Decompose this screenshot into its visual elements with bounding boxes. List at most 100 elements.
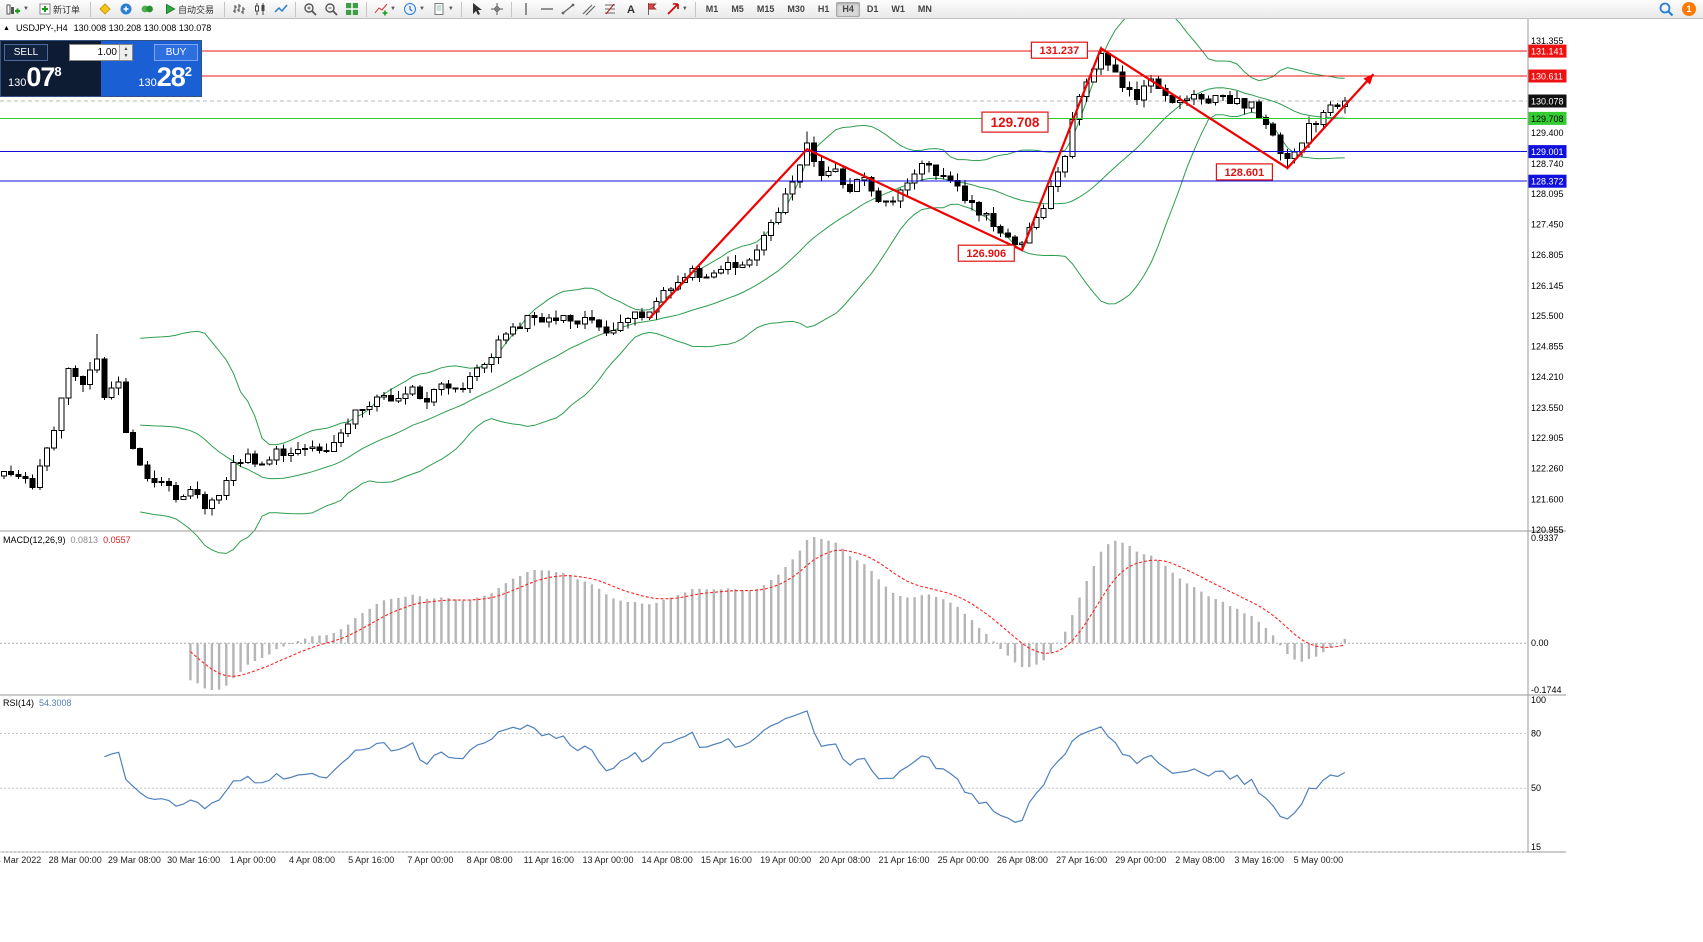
line-chart-button[interactable] — [271, 1, 291, 18]
price-chart-svg[interactable]: 131.237 129.708 128.601 126.906 131.355 129.4… — [0, 19, 1703, 868]
new-order-icon — [39, 3, 51, 15]
candlestick-chart-button[interactable] — [250, 1, 270, 18]
svg-text:121.600: 121.600 — [1531, 495, 1564, 505]
channel-tool[interactable] — [579, 1, 599, 18]
chevron-down-icon: ▼ — [389, 6, 396, 12]
text-tool[interactable]: A — [621, 1, 641, 18]
search-icon — [1659, 2, 1674, 17]
svg-text:15: 15 — [1531, 842, 1541, 852]
market-icon — [120, 3, 132, 15]
svg-text:80: 80 — [1531, 729, 1541, 739]
horizontal-line-tool[interactable] — [537, 1, 557, 18]
timeframe-h1[interactable]: H1 — [817, 4, 830, 14]
svg-text:129.400: 129.400 — [1531, 128, 1564, 138]
svg-text:14 Apr 08:00: 14 Apr 08:00 — [642, 855, 693, 865]
timeframe-m15[interactable]: M15 — [756, 4, 775, 14]
timeframe-h4[interactable]: H4 — [836, 1, 860, 17]
autotrade-label: 自动交易 — [177, 4, 214, 15]
cursor-button[interactable] — [466, 1, 486, 18]
hlines-layer[interactable] — [0, 50, 1527, 182]
templates-button[interactable]: ▼ — [429, 1, 457, 18]
toolbar-separator — [365, 1, 367, 17]
zoom-in-icon — [304, 3, 317, 16]
fibonacci-tool[interactable] — [600, 1, 620, 18]
crosshair-button[interactable] — [487, 1, 507, 18]
svg-text:30 Mar 16:00: 30 Mar 16:00 — [167, 855, 220, 865]
svg-text:124.210: 124.210 — [1531, 372, 1564, 382]
rsi-value: 54.3008 — [39, 698, 72, 708]
price-axis[interactable]: 131.355 129.400 128.740 128.095 127.450 126.8… — [1528, 36, 1567, 535]
notification-badge[interactable]: 1 — [1682, 2, 1696, 16]
new-order-button[interactable]: 新订单 — [33, 1, 86, 18]
svg-text:128.095: 128.095 — [1531, 189, 1564, 199]
svg-text:122.905: 122.905 — [1531, 433, 1564, 443]
svg-text:131.237: 131.237 — [1040, 45, 1080, 57]
one-click-trade-panel: SELL BUY ▲ ▼ 130078 130282 — [0, 40, 202, 97]
spinner-up-icon[interactable]: ▲ — [120, 45, 132, 53]
vertical-line-tool[interactable] — [516, 1, 536, 18]
symbol-name: USDJPY-,H4 — [15, 23, 68, 33]
svg-text:126.805: 126.805 — [1531, 250, 1564, 260]
svg-text:11 Apr 16:00: 11 Apr 16:00 — [524, 855, 574, 865]
buy-price-pips: 28 — [156, 62, 186, 92]
timeframe-m5[interactable]: M5 — [731, 4, 744, 14]
svg-text:5 May 00:00: 5 May 00:00 — [1294, 855, 1344, 865]
toolbar-separator — [460, 1, 462, 17]
vertical-line-icon — [525, 3, 527, 15]
autotrade-button[interactable]: 自动交易 — [158, 1, 220, 18]
trendline-layer[interactable] — [648, 47, 1375, 320]
symbol-info-bar: ▲ USDJPY-,H4 130.008 130.208 130.008 130… — [3, 23, 211, 33]
timeframe-w1[interactable]: W1 — [891, 4, 905, 14]
timeframe-mn[interactable]: MN — [917, 4, 932, 14]
svg-text:123.550: 123.550 — [1531, 403, 1564, 413]
timeframe-m30[interactable]: M30 — [787, 4, 805, 14]
channel-icon — [582, 4, 596, 16]
tile-windows-button[interactable] — [342, 1, 362, 18]
codebase-icon — [141, 5, 153, 13]
zoom-out-button[interactable] — [321, 1, 341, 18]
rsi-label: RSI(14) 54.3008 — [3, 698, 72, 708]
toolbar-separator — [89, 1, 91, 17]
annotations-layer[interactable]: 131.237 129.708 128.601 126.906 — [957, 41, 1274, 262]
svg-text:126.145: 126.145 — [1531, 281, 1564, 291]
indicators-button[interactable]: ▼ — [371, 1, 399, 18]
market-button[interactable] — [116, 1, 136, 18]
timeframe-m1[interactable]: M1 — [705, 4, 719, 14]
sell-price-pips: 07 — [26, 62, 55, 92]
bar-chart-button[interactable] — [229, 1, 249, 18]
macd-label: MACD(12,26,9) 0.0813 0.0557 — [3, 535, 131, 545]
arrow-icon — [667, 3, 679, 15]
volume-input[interactable] — [70, 45, 119, 60]
trendline-icon — [561, 3, 575, 15]
svg-text:21 Apr 16:00: 21 Apr 16:00 — [878, 855, 929, 865]
svg-text:8 Apr 08:00: 8 Apr 08:00 — [467, 855, 513, 865]
svg-text:7 Apr 00:00: 7 Apr 00:00 — [407, 855, 453, 865]
trendline-tool[interactable] — [558, 1, 578, 18]
expand-triangle-icon[interactable]: ▲ — [3, 24, 10, 32]
sell-price[interactable]: 130078 — [8, 62, 62, 93]
periods-button[interactable]: ▼ — [400, 1, 428, 18]
svg-text:124.855: 124.855 — [1531, 342, 1564, 352]
svg-text:130.078: 130.078 — [1531, 97, 1564, 107]
macd-name: MACD(12,26,9) — [3, 535, 66, 545]
spinner-down-icon[interactable]: ▼ — [120, 52, 132, 60]
search-button[interactable] — [1655, 1, 1677, 18]
svg-text:0.9337: 0.9337 — [1531, 533, 1559, 543]
diamond-icon — [99, 3, 111, 15]
profile-button[interactable] — [95, 1, 115, 18]
arrows-tool[interactable]: ▼ — [663, 1, 691, 18]
buy-button[interactable]: BUY — [154, 44, 198, 61]
codebase-button[interactable] — [137, 1, 157, 18]
new-chart-button[interactable]: ▼ — [3, 1, 32, 18]
volume-stepper[interactable]: ▲ ▼ — [69, 44, 133, 61]
symbol-quote: 130.008 130.208 130.008 130.078 — [73, 23, 212, 33]
sell-button[interactable]: SELL — [4, 44, 48, 61]
zoom-in-button[interactable] — [300, 1, 320, 18]
volume-spinner[interactable]: ▲ ▼ — [119, 45, 132, 60]
svg-text:3 May 16:00: 3 May 16:00 — [1234, 855, 1284, 865]
text-icon: A — [627, 4, 635, 16]
time-axis[interactable]: 24 Mar 2022 28 Mar 00:00 29 Mar 08:00 30 Ma… — [0, 855, 1343, 865]
label-tool[interactable] — [642, 1, 662, 18]
timeframe-d1[interactable]: D1 — [866, 4, 879, 14]
buy-price[interactable]: 130282 — [138, 62, 192, 93]
